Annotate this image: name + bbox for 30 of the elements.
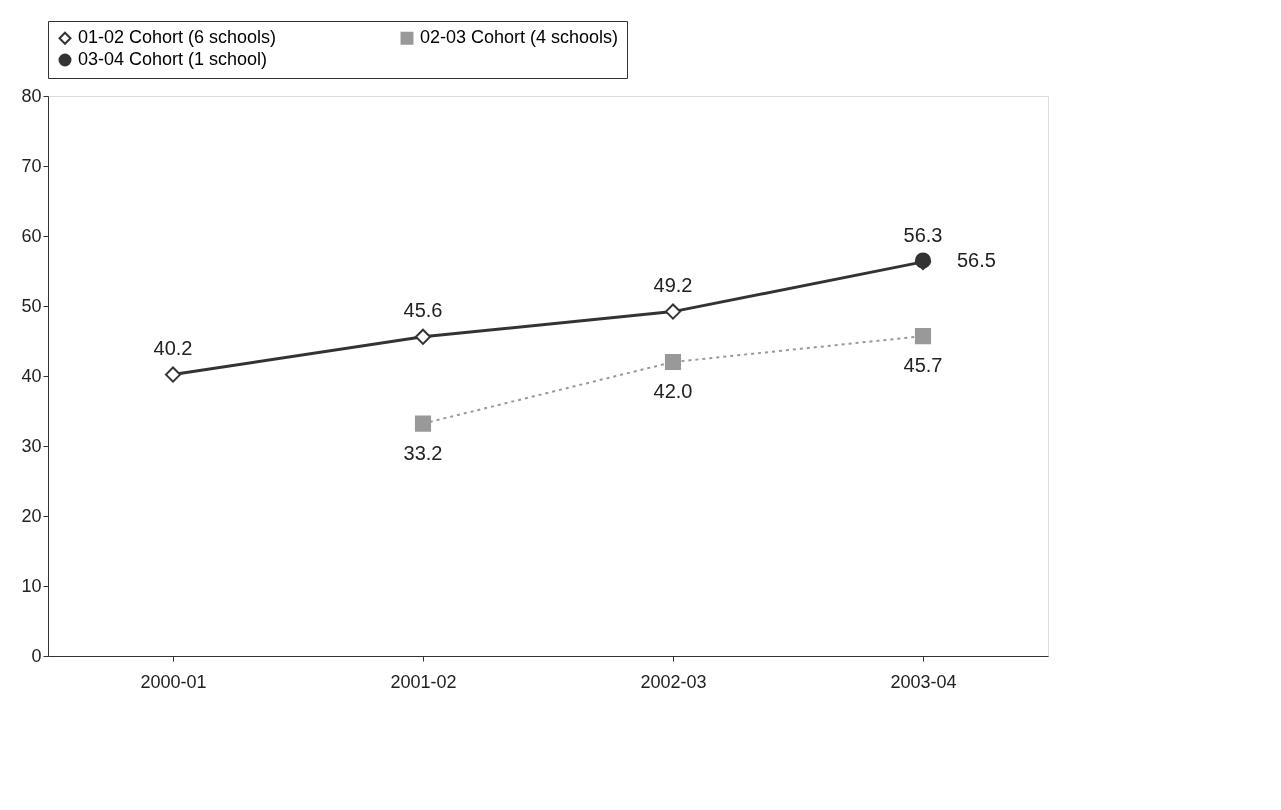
data-label: 45.6	[403, 298, 443, 321]
y-tick-label: 40	[21, 365, 42, 386]
data-label: 56.5	[957, 248, 996, 271]
y-tick-label: 80	[21, 85, 42, 106]
legend-label: 02-03 Cohort (4 schools)	[420, 27, 619, 48]
point	[414, 415, 432, 432]
data-label: 56.3	[903, 223, 943, 246]
y-tick-label: 10	[21, 575, 42, 596]
point	[664, 303, 682, 320]
data-label: 49.2	[653, 273, 693, 296]
x-tick-label: 2001-02	[390, 671, 457, 692]
point	[414, 328, 432, 345]
point	[664, 353, 682, 371]
y-tick-label: 30	[21, 435, 42, 456]
y-tick-label: 70	[21, 155, 42, 176]
data-label: 42.0	[653, 380, 693, 402]
x-tick-label: 2002-03	[640, 671, 707, 692]
legend-label: 01-02 Cohort (6 schools)	[78, 27, 277, 48]
data-label: 33.2	[403, 441, 443, 464]
x-tick-label: 2000-01	[140, 671, 207, 692]
legend-label: 03-04 Cohort (1 school)	[78, 49, 268, 69]
y-tick-label: 50	[21, 295, 42, 316]
point	[914, 328, 932, 345]
y-tick-label: 0	[31, 645, 42, 666]
data-label: 40.2	[153, 336, 193, 359]
y-tick-label: 20	[21, 505, 42, 526]
data-label: 45.7	[903, 354, 943, 377]
point	[164, 366, 182, 383]
y-tick-label: 60	[21, 225, 42, 246]
x-tick-label: 2003-04	[890, 671, 957, 692]
